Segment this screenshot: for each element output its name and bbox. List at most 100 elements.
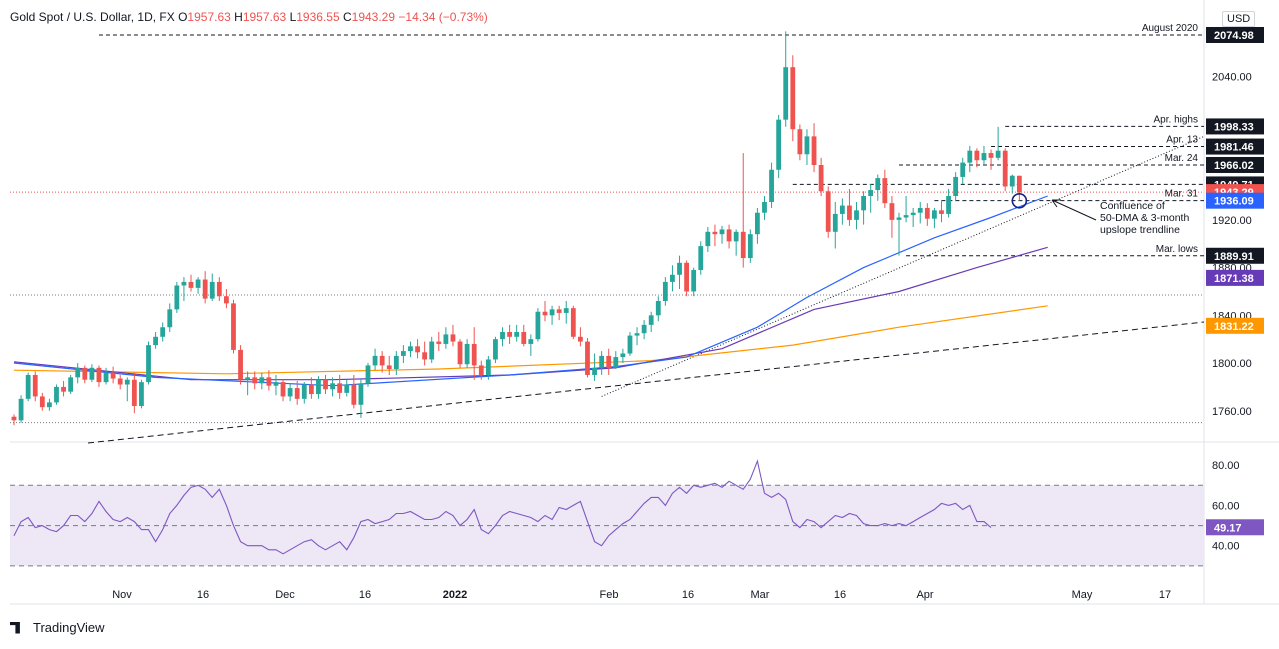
level-price-label: 1966.02: [1214, 160, 1254, 172]
candle-body: [47, 402, 52, 408]
candle-body: [585, 341, 590, 375]
candle-body: [896, 217, 902, 220]
chart-legend-header: Gold Spot / U.S. Dollar, 1D, FX O1957.63…: [10, 10, 488, 24]
tradingview-brand[interactable]: TradingView: [10, 620, 105, 635]
candle-body: [939, 210, 944, 214]
candle-body: [323, 379, 328, 390]
price-tick-label: 1760.00: [1212, 406, 1252, 418]
annotation-text: upslope trendline: [1100, 224, 1180, 236]
candle-body: [811, 136, 817, 165]
candle-body: [1002, 150, 1008, 187]
candle-body: [875, 178, 881, 191]
candle-body: [96, 367, 102, 383]
candle-body: [401, 351, 406, 356]
candle-body: [82, 367, 88, 380]
candle-body: [719, 229, 725, 235]
high-label: H: [234, 10, 243, 24]
candle-body: [868, 190, 874, 197]
time-axis: Nov 16 Dec 16 2022 Feb 16 Mar 16 Apr May 17: [112, 589, 1171, 601]
price-tag-box: [1206, 317, 1264, 334]
candle-body: [924, 207, 930, 219]
time-tick-label: 16: [197, 589, 209, 601]
candle-body: [54, 386, 59, 403]
candle-body: [252, 377, 258, 384]
level-price-label: 1889.91: [1214, 251, 1254, 263]
price-tick-label: 1920.00: [1212, 215, 1252, 227]
candle-body: [287, 388, 293, 397]
candle-body: [655, 301, 661, 316]
price-tick-label: 2040.00: [1212, 72, 1252, 84]
candle-body: [75, 367, 81, 378]
candle-body: [188, 281, 194, 288]
candle-body: [216, 281, 222, 297]
candle-body: [549, 309, 555, 316]
candle-body: [436, 341, 442, 344]
rsi-value-label: 49.17: [1214, 522, 1242, 534]
time-tick-label: Nov: [112, 589, 132, 601]
candle-body: [294, 388, 300, 399]
symbol-title: Gold Spot / U.S. Dollar, 1D, FX: [10, 10, 175, 24]
three-month-trendline: [601, 135, 1205, 397]
candle-body: [981, 153, 987, 161]
candle-body: [160, 327, 166, 337]
moving-averages: [13, 195, 1048, 387]
candle-body: [776, 119, 782, 170]
candle-body: [726, 229, 732, 242]
candle-body: [698, 246, 704, 270]
close-value: 1943.29: [351, 10, 396, 24]
open-label: O: [178, 10, 188, 24]
level-price-box: [1206, 26, 1264, 43]
time-tick-label: 17: [1159, 589, 1171, 601]
candle-body: [542, 311, 548, 316]
candle-body: [231, 303, 236, 350]
candle-body: [146, 345, 151, 383]
candle-body: [280, 382, 286, 397]
candle-body: [712, 231, 718, 235]
level-note: Mar. lows: [1156, 244, 1198, 255]
candle-body: [988, 153, 994, 158]
candle-body: [457, 341, 463, 365]
candle-body: [61, 386, 66, 392]
candle-body: [854, 210, 859, 220]
candle-body: [316, 379, 321, 395]
level-price-label: 2074.98: [1214, 30, 1254, 42]
annotation-arrow: [1051, 199, 1097, 221]
dma50-line: [13, 195, 1048, 387]
level-price-box: [1206, 156, 1264, 173]
candle-body: [124, 379, 130, 385]
candle-body: [259, 377, 265, 384]
long-term-trendline: [87, 321, 1205, 444]
annotation-text: 50-DMA & 3-month: [1100, 212, 1189, 224]
candle-body: [393, 355, 399, 369]
candle-body: [18, 398, 24, 421]
brand-name: TradingView: [33, 620, 105, 635]
candle-body: [422, 352, 428, 360]
candle-body: [570, 308, 576, 337]
price-tick-label: 1800.00: [1212, 358, 1252, 370]
candle-body: [351, 384, 357, 405]
price-axis: 1760.001800.001840.001880.001920.002040.…: [1206, 26, 1264, 553]
time-tick-label: Dec: [275, 589, 295, 601]
price-tag-label: 1871.38: [1214, 273, 1254, 285]
candle-body: [995, 150, 1001, 158]
candle-body: [606, 355, 612, 368]
currency-button[interactable]: USD: [1222, 11, 1256, 27]
candle-body: [677, 262, 682, 275]
candle-body: [429, 341, 435, 360]
candle-body: [238, 349, 243, 380]
change-value: −14.34 (−0.73%): [398, 10, 488, 24]
candle-body: [528, 339, 534, 344]
candle-body: [344, 384, 350, 393]
candle-body: [379, 355, 385, 366]
candle-body: [556, 309, 562, 313]
level-note: Apr. highs: [1154, 114, 1198, 125]
candle-body: [514, 332, 520, 337]
candle-body: [266, 377, 272, 386]
dma200-line: [13, 305, 1048, 375]
candle-body: [224, 296, 229, 304]
candle-body: [337, 383, 343, 393]
candle-body: [691, 269, 697, 292]
candle-body: [684, 262, 689, 292]
